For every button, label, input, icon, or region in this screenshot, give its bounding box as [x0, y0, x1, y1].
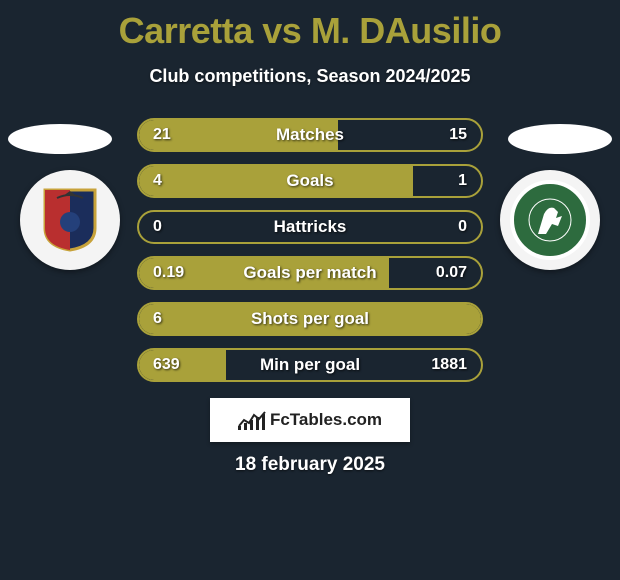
stat-row: 6Shots per goal [137, 302, 483, 336]
fctables-logo-icon [238, 410, 266, 430]
stat-right-value: 1881 [411, 356, 481, 374]
stat-label: Min per goal [209, 355, 411, 375]
stat-right-value: 0 [411, 218, 481, 236]
stat-row: 4Goals1 [137, 164, 483, 198]
stat-left-value: 6 [139, 310, 209, 328]
decorative-oval-left [8, 124, 112, 154]
stat-left-value: 0 [139, 218, 209, 236]
stat-left-value: 4 [139, 172, 209, 190]
stat-row: 639Min per goal1881 [137, 348, 483, 382]
vs-text: vs [262, 10, 301, 51]
player1-name: Carretta [119, 10, 253, 51]
stat-label: Matches [209, 125, 411, 145]
fctables-brand-text: FcTables.com [270, 410, 382, 430]
comparison-card: Carretta vs M. DAusilio Club competition… [0, 0, 620, 580]
stat-left-value: 21 [139, 126, 209, 144]
stat-left-value: 639 [139, 356, 209, 374]
stat-label: Hattricks [209, 217, 411, 237]
stat-right-value: 0.07 [411, 264, 481, 282]
team-left-crest-icon [43, 188, 97, 252]
stats-panel: 21Matches15 4Goals1 0Hattricks0 0.19Goals p… [137, 118, 483, 394]
stat-right-value: 15 [411, 126, 481, 144]
stat-label: Goals per match [209, 263, 411, 283]
stat-row: 0Hattricks0 [137, 210, 483, 244]
team-left-badge [20, 170, 120, 270]
team-right-crest-icon [510, 180, 590, 260]
stat-label: Goals [209, 171, 411, 191]
stat-label: Shots per goal [209, 309, 411, 329]
stat-left-value: 0.19 [139, 264, 209, 282]
comparison-date: 18 february 2025 [235, 454, 385, 476]
team-right-badge [500, 170, 600, 270]
stat-row: 21Matches15 [137, 118, 483, 152]
stat-right-value: 1 [411, 172, 481, 190]
player2-name: M. DAusilio [311, 10, 502, 51]
subtitle: Club competitions, Season 2024/2025 [0, 66, 620, 87]
fctables-brand: FcTables.com [210, 398, 410, 442]
stat-row: 0.19Goals per match0.07 [137, 256, 483, 290]
page-title: Carretta vs M. DAusilio [0, 0, 620, 52]
decorative-oval-right [508, 124, 612, 154]
